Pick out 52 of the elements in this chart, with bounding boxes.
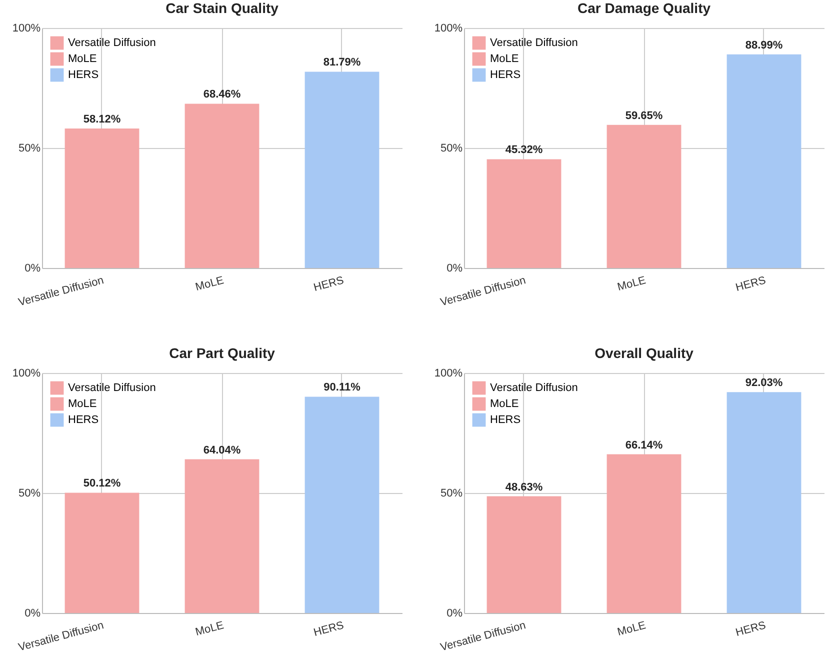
x-tick-label: HERS (734, 620, 768, 639)
y-tick-label: 0% (446, 262, 463, 274)
chart-title: Overall Quality (594, 345, 694, 361)
y-tick-label: 100% (12, 368, 41, 380)
x-tick-label: HERS (312, 620, 346, 639)
x-tick-label: MoLE (194, 274, 226, 294)
legend-label: Versatile Diffusion (490, 382, 578, 394)
chart-title: Car Part Quality (169, 345, 276, 361)
data-label: 45.32% (505, 144, 543, 156)
legend-label: Versatile Diffusion (68, 37, 156, 49)
legend-label: Versatile Diffusion (68, 382, 156, 394)
chart-title: Car Damage Quality (577, 0, 711, 16)
data-label: 92.03% (745, 377, 783, 390)
y-tick-label: 50% (18, 142, 41, 154)
legend-label: HERS (68, 414, 99, 426)
y-tick-label: 50% (440, 142, 463, 154)
legend-label: MoLE (490, 398, 519, 410)
data-label: 88.99% (745, 39, 783, 52)
legend-label: HERS (490, 69, 521, 81)
x-tick-label: Versatile Diffusion (17, 620, 106, 654)
legend-label: MoLE (68, 53, 97, 65)
y-tick-label: 0% (24, 608, 41, 620)
x-tick-label: Versatile Diffusion (439, 274, 528, 309)
data-label: 58.12% (83, 114, 121, 126)
y-tick-label: 100% (12, 22, 41, 34)
x-tick-label: MoLE (194, 620, 226, 639)
y-tick-label: 100% (434, 368, 463, 380)
data-label: 50.12% (83, 478, 121, 490)
data-label: 66.14% (625, 439, 663, 452)
y-tick-label: 0% (446, 608, 463, 620)
y-tick-label: 100% (434, 22, 463, 34)
data-label: 48.63% (505, 481, 543, 494)
legend-label: HERS (68, 69, 99, 81)
data-label: 64.04% (203, 444, 241, 456)
data-label: 81.79% (323, 56, 361, 69)
x-tick-label: HERS (312, 274, 346, 294)
data-label: 90.11% (324, 382, 361, 394)
x-tick-label: Versatile Diffusion (17, 274, 106, 309)
legend-label: HERS (490, 414, 521, 426)
chart-title: Car Stain Quality (166, 0, 279, 16)
legend-label: Versatile Diffusion (490, 37, 578, 49)
data-label: 68.46% (203, 88, 241, 101)
legend-label: MoLE (490, 53, 519, 65)
data-label: 59.65% (625, 110, 663, 122)
legend-label: MoLE (68, 398, 97, 410)
x-tick-label: MoLE (616, 274, 648, 294)
x-tick-label: MoLE (616, 620, 648, 639)
y-tick-label: 50% (440, 488, 463, 500)
x-tick-label: Versatile Diffusion (439, 620, 528, 654)
y-tick-label: 0% (24, 262, 41, 274)
y-tick-label: 50% (18, 488, 41, 500)
x-tick-label: HERS (734, 274, 768, 294)
